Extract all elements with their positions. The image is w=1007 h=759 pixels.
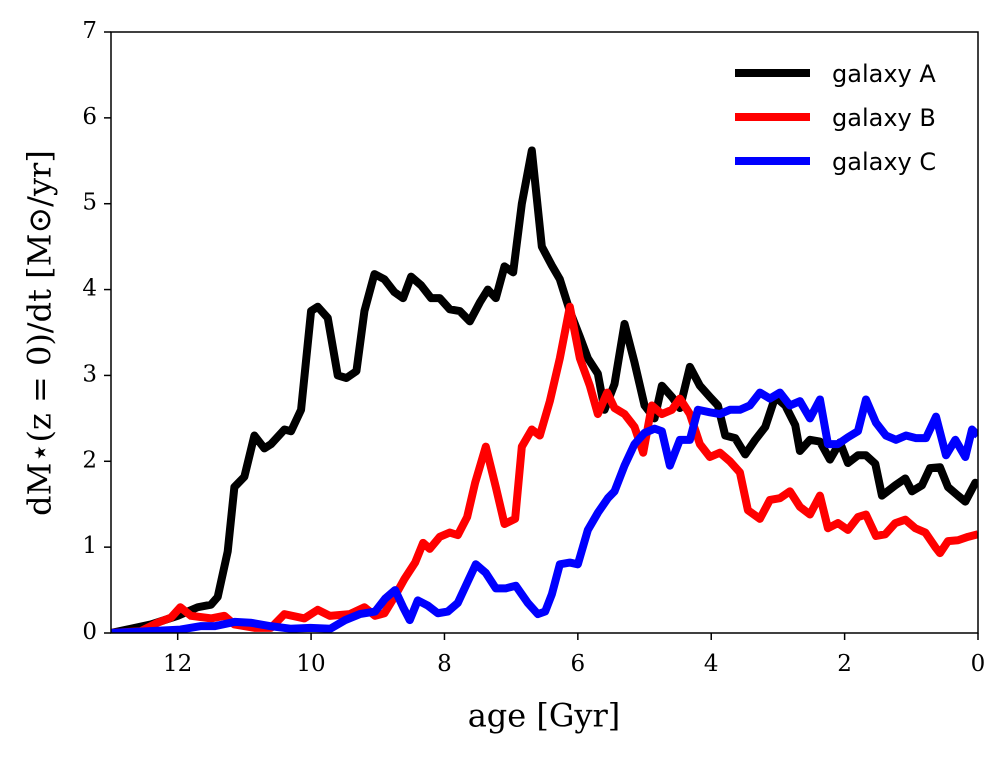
x-tick-label: 12 [163,651,192,677]
x-tick-label: 10 [296,651,325,677]
x-tick-label: 0 [971,651,986,677]
series-line [111,302,978,633]
y-tick-label: 7 [82,18,97,44]
x-tick-label: 8 [437,651,452,677]
x-tick-label: 2 [837,651,852,677]
series-line [111,146,978,633]
y-tick-label: 6 [82,104,97,130]
series-line [111,388,978,633]
y-tick-label: 2 [82,447,97,473]
x-tick-label: 4 [704,651,719,677]
legend-label: galaxy A [832,60,936,88]
plot-frame [110,31,979,634]
x-axis-label: age [Gyr] [468,697,621,735]
y-tick-label: 4 [82,276,97,302]
y-tick-label: 5 [82,190,97,216]
y-tick-label: 1 [82,533,97,559]
legend-label: galaxy B [832,104,936,132]
legend-label: galaxy C [832,148,936,176]
y-axis-label: dM⋆(z = 0)/dt [M⊙/yr] [21,150,59,516]
x-tick-label: 6 [571,651,586,677]
y-tick-label: 3 [82,361,97,387]
y-tick-label: 0 [82,619,97,645]
